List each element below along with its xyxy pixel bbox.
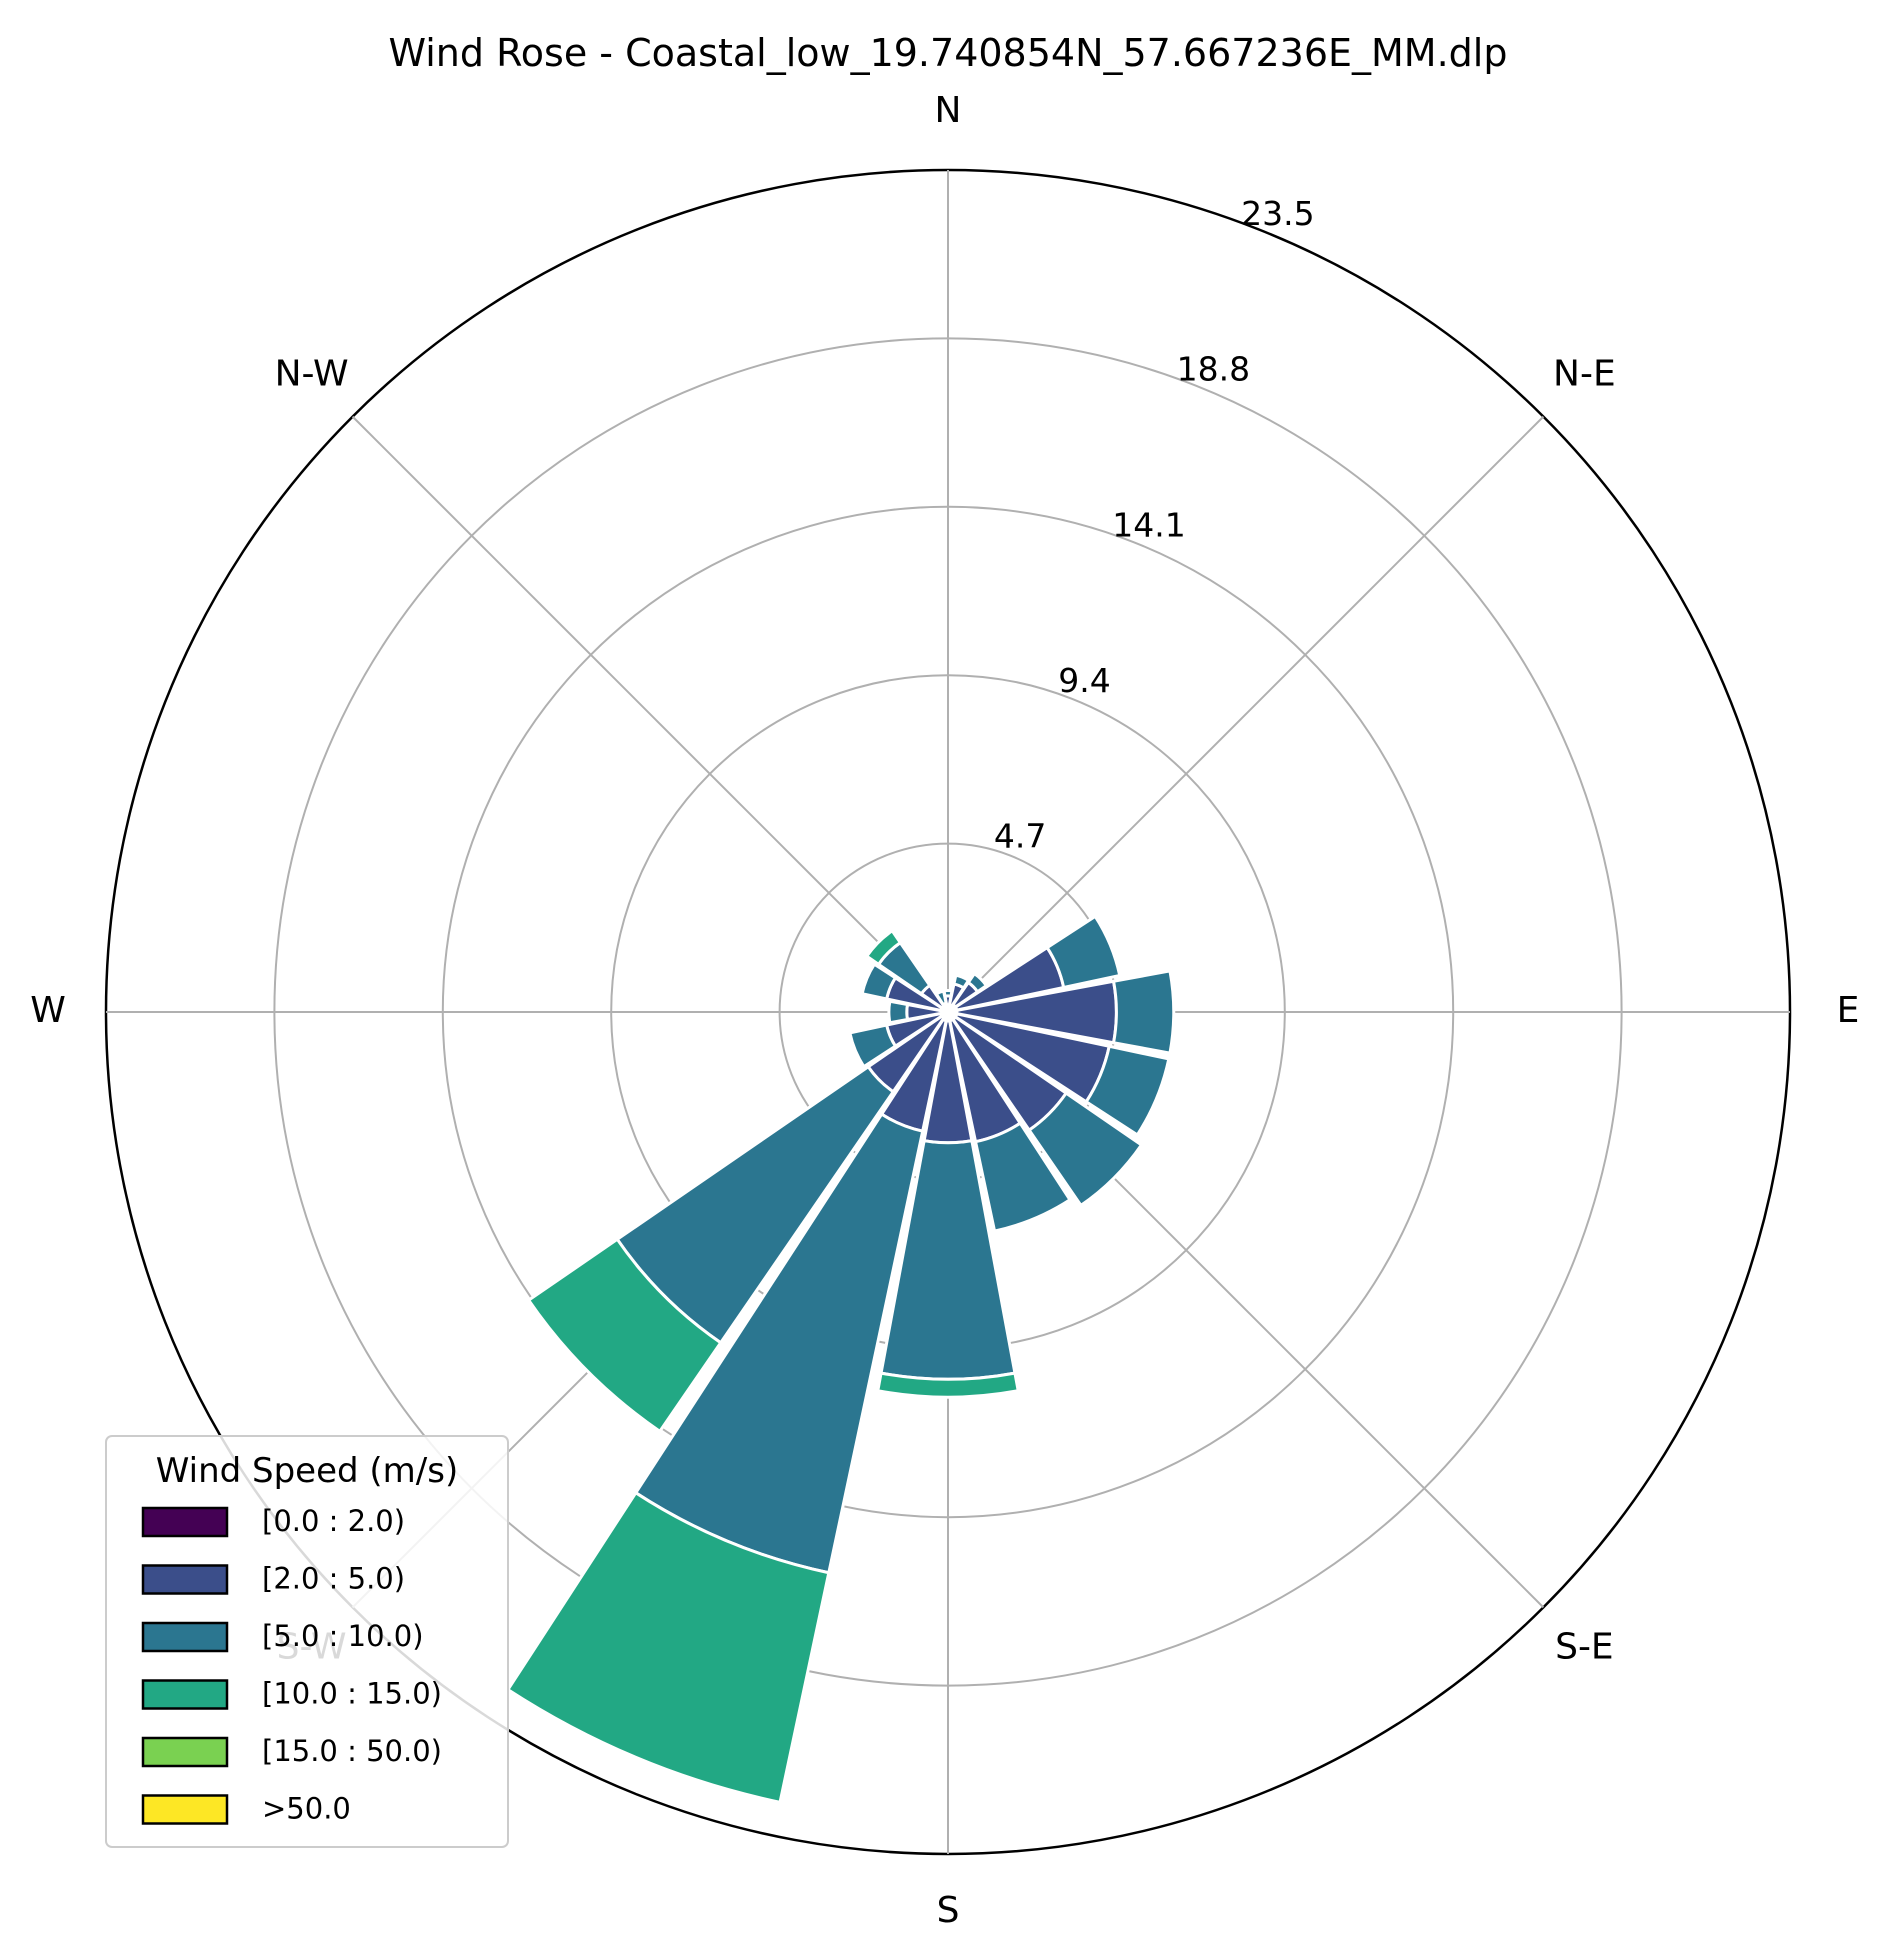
grid-spoke — [947, 415, 1545, 1013]
legend-swatch — [141, 1564, 229, 1595]
direction-label: S — [937, 1890, 960, 1931]
legend-title: Wind Speed (m/s) — [156, 1451, 458, 1491]
legend: Wind Speed (m/s) [0.0 : 2.0)[2.0 : 5.0)[… — [105, 1435, 509, 1848]
radial-tick-label: 14.1 — [1112, 505, 1185, 544]
wind-bar — [1045, 914, 1122, 990]
direction-label: W — [30, 990, 66, 1031]
direction-label: N-W — [275, 354, 349, 395]
radial-tick-labels: 4.7 9.4 14.1 18.8 23.5 — [994, 194, 1315, 855]
wind-bar — [876, 1371, 1020, 1399]
radial-tick-label: 18.8 — [1177, 350, 1250, 389]
radial-tick-label: 9.4 — [1058, 661, 1110, 700]
wind-bar — [934, 989, 948, 1007]
wind-bar — [1027, 1091, 1144, 1208]
legend-label: [15.0 : 50.0) — [262, 1734, 442, 1768]
legend-swatch — [141, 1794, 229, 1825]
direction-label: N-E — [1553, 354, 1616, 395]
radial-tick-label: 4.7 — [994, 816, 1046, 855]
wind-sectors — [505, 914, 1176, 1805]
radial-tick-label: 23.5 — [1241, 194, 1314, 233]
chart-title: Wind Rose - Coastal_low_19.740854N_57.66… — [389, 31, 1508, 75]
direction-label: N — [935, 90, 962, 131]
direction-label: S-E — [1555, 1626, 1614, 1667]
wind-bar — [860, 962, 898, 1001]
direction-label: E — [1837, 990, 1860, 1031]
legend-swatch — [141, 1736, 229, 1768]
wind-bar — [1084, 1044, 1171, 1138]
legend-swatch — [141, 1679, 229, 1710]
wind-bar — [526, 1237, 723, 1434]
wind-bar — [848, 1023, 898, 1069]
legend-label: [2.0 : 5.0) — [262, 1562, 405, 1596]
legend-label: [10.0 : 15.0) — [262, 1677, 442, 1711]
wind-bar — [973, 1121, 1073, 1233]
legend-label: [5.0 : 10.0) — [262, 1619, 424, 1653]
wind-bar — [887, 999, 910, 1025]
legend-swatch — [141, 1621, 229, 1653]
wind-bar — [864, 928, 903, 967]
wind-bar — [1111, 969, 1176, 1055]
legend-label: >50.0 — [262, 1792, 351, 1826]
legend-entries: [0.0 : 2.0) [2.0 : 5.0) [5.0 : 10.0) [10.0 … — [141, 1504, 442, 1826]
grid-spoke — [351, 415, 949, 1013]
legend-label: [0.0 : 2.0) — [262, 1504, 405, 1538]
legend-swatch — [141, 1506, 229, 1538]
direction-labels: NN-EES-ESS-WWN-W — [30, 90, 1859, 1931]
